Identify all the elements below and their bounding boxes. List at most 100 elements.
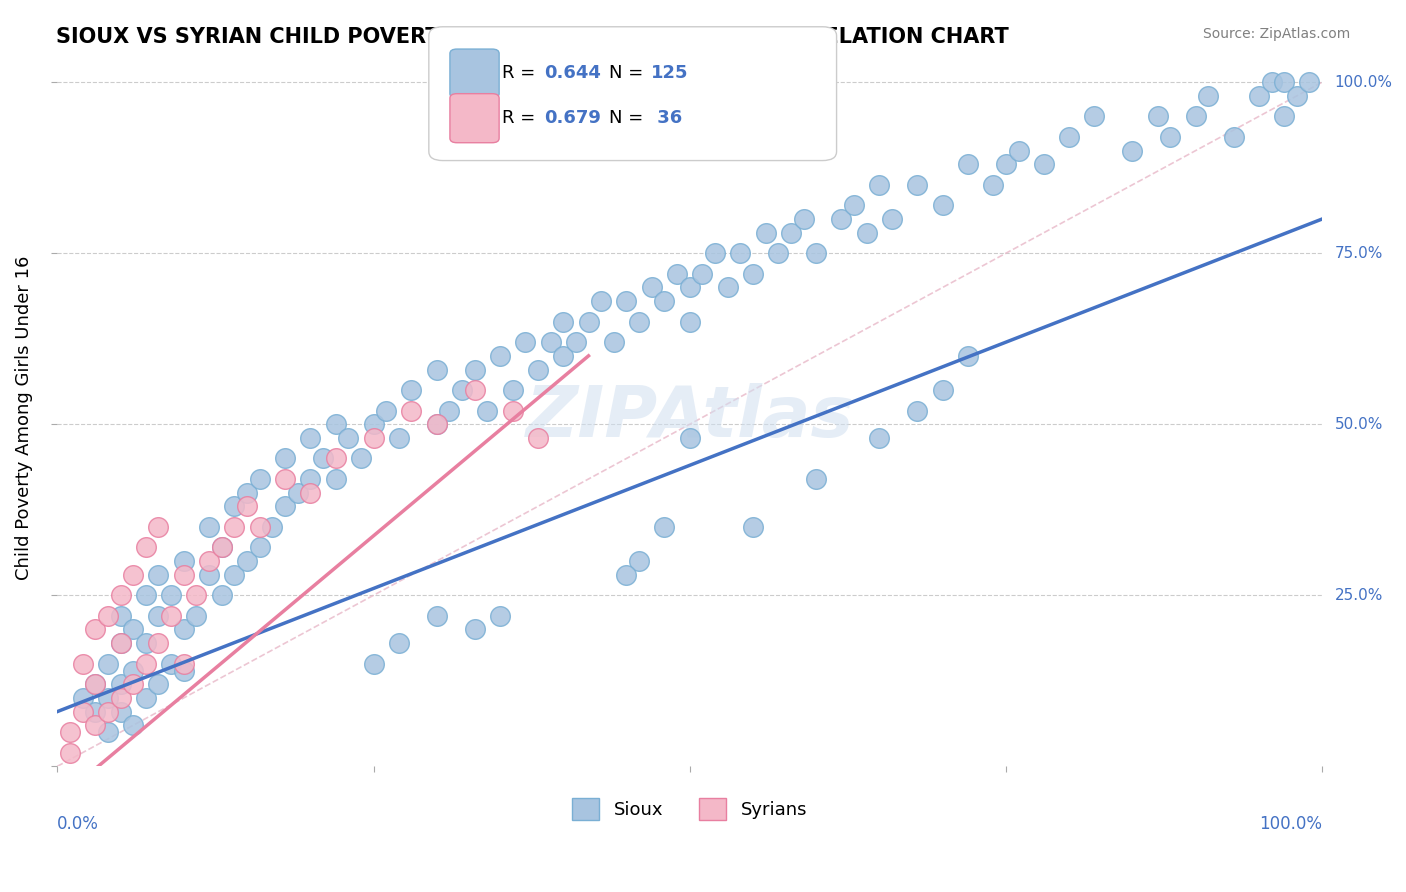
Point bbox=[868, 431, 890, 445]
Point bbox=[59, 725, 82, 739]
Point bbox=[755, 226, 778, 240]
Point bbox=[363, 657, 385, 671]
Point bbox=[325, 417, 347, 432]
Point bbox=[1057, 130, 1080, 145]
Point bbox=[198, 567, 221, 582]
Point bbox=[388, 431, 411, 445]
Point bbox=[641, 280, 664, 294]
Point bbox=[84, 705, 107, 719]
Point bbox=[224, 520, 246, 534]
Legend: Sioux, Syrians: Sioux, Syrians bbox=[565, 790, 814, 827]
Point bbox=[274, 472, 297, 486]
Text: ZIPAtlas: ZIPAtlas bbox=[526, 383, 853, 452]
Point bbox=[527, 362, 550, 376]
Text: Source: ZipAtlas.com: Source: ZipAtlas.com bbox=[1202, 27, 1350, 41]
Point bbox=[679, 315, 702, 329]
Point bbox=[806, 246, 828, 260]
Point bbox=[515, 335, 537, 350]
Point bbox=[1184, 110, 1206, 124]
Point bbox=[122, 677, 145, 691]
Point bbox=[628, 315, 651, 329]
Point bbox=[489, 349, 512, 363]
Point bbox=[502, 403, 524, 417]
Point bbox=[1247, 88, 1270, 103]
Point bbox=[931, 383, 953, 397]
Point bbox=[110, 705, 132, 719]
Point bbox=[148, 567, 170, 582]
Point bbox=[981, 178, 1004, 192]
Point bbox=[160, 608, 183, 623]
Point bbox=[249, 520, 271, 534]
Point bbox=[186, 608, 208, 623]
Text: R =: R = bbox=[502, 64, 541, 82]
Text: 0.679: 0.679 bbox=[544, 109, 600, 127]
Point bbox=[603, 335, 626, 350]
Point bbox=[692, 267, 714, 281]
Text: 36: 36 bbox=[651, 109, 682, 127]
Point bbox=[236, 500, 259, 514]
Point bbox=[905, 178, 928, 192]
Point bbox=[956, 157, 979, 171]
Text: 100.0%: 100.0% bbox=[1260, 815, 1322, 833]
Point bbox=[704, 246, 727, 260]
Point bbox=[1146, 110, 1168, 124]
Point bbox=[173, 554, 195, 568]
Point bbox=[135, 657, 157, 671]
Point bbox=[654, 520, 676, 534]
Point bbox=[994, 157, 1017, 171]
Point bbox=[211, 588, 233, 602]
Point bbox=[477, 403, 499, 417]
Point bbox=[880, 212, 903, 227]
Point bbox=[956, 349, 979, 363]
Point bbox=[540, 335, 562, 350]
Point bbox=[717, 280, 740, 294]
Point bbox=[110, 636, 132, 650]
Point bbox=[363, 431, 385, 445]
Point bbox=[842, 198, 865, 212]
Point bbox=[591, 294, 613, 309]
Point bbox=[388, 636, 411, 650]
Point bbox=[72, 657, 94, 671]
Point bbox=[780, 226, 803, 240]
Point bbox=[186, 588, 208, 602]
Point bbox=[768, 246, 790, 260]
Text: 0.0%: 0.0% bbox=[58, 815, 100, 833]
Point bbox=[565, 335, 588, 350]
Point bbox=[84, 718, 107, 732]
Point bbox=[426, 362, 449, 376]
Point bbox=[325, 451, 347, 466]
Point bbox=[730, 246, 752, 260]
Point bbox=[1272, 110, 1295, 124]
Point bbox=[855, 226, 877, 240]
Point bbox=[249, 472, 271, 486]
Point bbox=[830, 212, 852, 227]
Point bbox=[287, 485, 309, 500]
Point bbox=[122, 718, 145, 732]
Point bbox=[110, 636, 132, 650]
Point bbox=[654, 294, 676, 309]
Point bbox=[148, 520, 170, 534]
Point bbox=[464, 623, 486, 637]
Point bbox=[274, 500, 297, 514]
Point bbox=[616, 294, 638, 309]
Point bbox=[905, 403, 928, 417]
Point bbox=[97, 705, 120, 719]
Point bbox=[350, 451, 373, 466]
Text: 50.0%: 50.0% bbox=[1334, 417, 1384, 432]
Point bbox=[299, 485, 322, 500]
Point bbox=[249, 541, 271, 555]
Point bbox=[211, 541, 233, 555]
Point bbox=[160, 657, 183, 671]
Point bbox=[553, 315, 575, 329]
Point bbox=[211, 541, 233, 555]
Point bbox=[616, 567, 638, 582]
Point bbox=[97, 725, 120, 739]
Point bbox=[464, 362, 486, 376]
Point bbox=[527, 431, 550, 445]
Point bbox=[84, 623, 107, 637]
Text: N =: N = bbox=[609, 109, 648, 127]
Point bbox=[806, 472, 828, 486]
Point bbox=[1007, 144, 1029, 158]
Text: 125: 125 bbox=[651, 64, 689, 82]
Point bbox=[299, 472, 322, 486]
